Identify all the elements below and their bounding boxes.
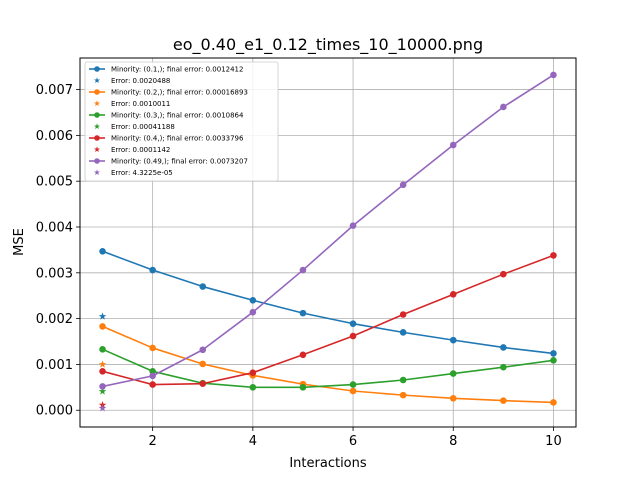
data-point bbox=[299, 351, 307, 359]
y-tick-label: 0.006 bbox=[36, 129, 73, 144]
error-star-marker bbox=[98, 312, 107, 320]
data-point bbox=[349, 381, 357, 388]
x-axis-label: Interactions bbox=[289, 456, 367, 471]
data-point bbox=[500, 103, 507, 111]
legend-error-label: Error: 0.0020488 bbox=[111, 77, 170, 85]
y-tick-label: 0.005 bbox=[36, 175, 73, 190]
x-tick-label: 2 bbox=[149, 434, 157, 449]
data-point bbox=[99, 383, 106, 390]
error-star-marker bbox=[98, 404, 107, 412]
data-point bbox=[349, 387, 357, 395]
data-point bbox=[399, 311, 407, 318]
data-point bbox=[399, 376, 407, 384]
data-point bbox=[199, 283, 207, 290]
legend-star-swatch bbox=[93, 146, 101, 153]
data-point bbox=[449, 141, 457, 149]
data-point bbox=[249, 369, 257, 376]
legend-marker-swatch bbox=[94, 112, 100, 118]
legend-star-swatch bbox=[93, 77, 101, 84]
y-tick-label: 0.003 bbox=[36, 266, 73, 281]
y-tick-label: 0.001 bbox=[36, 358, 73, 373]
legend-series-label: Minority: (0.49,); final error: 0.007320… bbox=[111, 158, 248, 166]
x-tick-label: 4 bbox=[249, 434, 257, 449]
legend: Minority: (0.1,); final error: 0.0012412… bbox=[84, 61, 279, 182]
plot-frame bbox=[79, 57, 577, 428]
data-point bbox=[99, 247, 106, 255]
data-point bbox=[199, 346, 207, 354]
data-point bbox=[550, 252, 557, 259]
x-tick-label: 10 bbox=[545, 434, 562, 449]
series-line bbox=[102, 250, 554, 355]
data-point bbox=[349, 332, 357, 340]
legend-marker-swatch bbox=[94, 135, 100, 141]
x-tick-label: 8 bbox=[449, 434, 457, 449]
axis-ticks: 2 4 6 8 10 0.000 0.001 0.002 0.003 0.004 0.005 0.00… bbox=[36, 83, 562, 449]
legend-marker-swatch bbox=[94, 89, 100, 95]
data-point bbox=[99, 323, 106, 330]
series-line bbox=[102, 74, 554, 388]
legend-series-label: Minority: (0.4,); final error: 0.0033796 bbox=[111, 135, 244, 143]
series-line bbox=[102, 254, 554, 386]
data-point bbox=[149, 266, 156, 274]
data-point bbox=[449, 336, 457, 344]
data-point bbox=[299, 266, 307, 274]
data-point bbox=[500, 363, 507, 371]
data-point bbox=[349, 320, 357, 327]
chart-title: eo_0.40_e1_0.12_times_10_10000.png bbox=[173, 35, 483, 55]
data-point bbox=[149, 367, 156, 375]
data-point bbox=[249, 384, 257, 391]
y-tick-label: 0.000 bbox=[36, 404, 73, 419]
data-point bbox=[299, 309, 307, 317]
data-point bbox=[449, 370, 457, 377]
data-point bbox=[399, 329, 407, 336]
data-point bbox=[149, 381, 156, 388]
data-point bbox=[449, 395, 457, 402]
data-point bbox=[500, 344, 507, 351]
y-tick-label: 0.007 bbox=[36, 83, 73, 98]
data-point bbox=[99, 346, 106, 353]
legend-series-label: Minority: (0.3,); final error: 0.0010864 bbox=[111, 112, 244, 120]
legend-error-label: Error: 4.3225e-05 bbox=[111, 169, 173, 177]
data-point bbox=[550, 71, 557, 79]
legend-marker-swatch bbox=[94, 158, 100, 164]
legend-series-label: Minority: (0.2,); final error: 0.0001689… bbox=[111, 89, 248, 97]
data-point bbox=[99, 367, 106, 375]
data-point bbox=[149, 372, 156, 380]
legend-star-swatch bbox=[93, 100, 101, 107]
data-point bbox=[349, 222, 357, 229]
series-line bbox=[102, 325, 554, 404]
data-point bbox=[249, 296, 257, 304]
legend-series-label: Minority: (0.1,); final error: 0.0012412 bbox=[111, 66, 243, 74]
y-tick-label: 0.004 bbox=[36, 220, 73, 235]
error-star-marker bbox=[98, 387, 107, 395]
legend-box bbox=[84, 61, 279, 182]
legend-star-swatch bbox=[93, 123, 101, 130]
plot-series bbox=[98, 71, 557, 412]
legend-marker-swatch bbox=[94, 66, 100, 72]
data-point bbox=[550, 399, 557, 406]
data-point bbox=[149, 344, 156, 352]
x-tick-label: 6 bbox=[349, 434, 357, 449]
data-point bbox=[299, 384, 307, 391]
legend-error-label: Error: 0.0010011 bbox=[111, 100, 170, 108]
legend-star-swatch bbox=[93, 169, 101, 176]
data-point bbox=[399, 391, 407, 399]
data-point bbox=[500, 270, 507, 278]
data-point bbox=[249, 308, 257, 316]
y-axis-label: MSE bbox=[12, 228, 27, 256]
data-point bbox=[500, 397, 507, 404]
data-point bbox=[550, 350, 557, 357]
error-star-marker bbox=[98, 360, 107, 368]
data-point bbox=[399, 181, 407, 189]
y-tick-label: 0.002 bbox=[36, 312, 73, 327]
series-line bbox=[102, 348, 554, 389]
data-point bbox=[199, 380, 207, 387]
data-point bbox=[449, 291, 457, 298]
data-point bbox=[199, 360, 207, 368]
data-point bbox=[550, 357, 557, 364]
legend-error-label: Error: 0.00041188 bbox=[111, 123, 175, 131]
legend-error-label: Error: 0.0001142 bbox=[111, 146, 170, 154]
